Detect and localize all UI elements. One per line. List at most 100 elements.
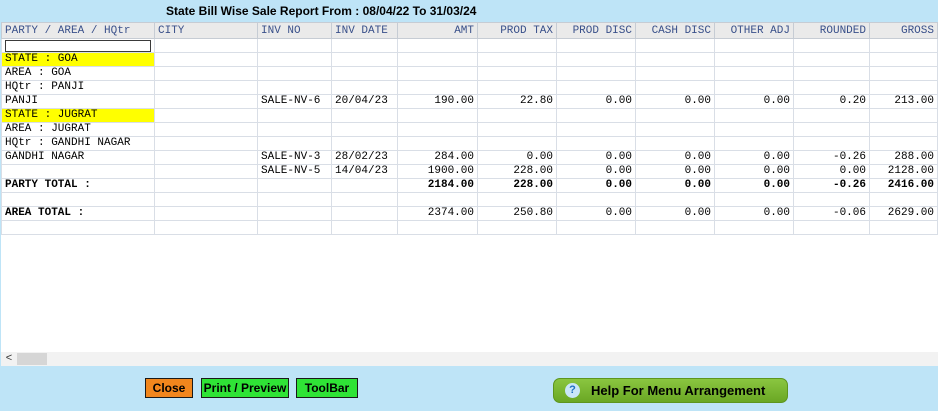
grid-cell[interactable]: 0.00	[714, 178, 794, 193]
grid-cell[interactable]	[477, 136, 557, 151]
grid-cell[interactable]	[1, 192, 155, 207]
grid-cell[interactable]	[154, 206, 258, 221]
scrollbar-thumb[interactable]	[17, 353, 47, 365]
grid-cell[interactable]	[869, 220, 938, 235]
grid-cell[interactable]: AREA : JUGRAT	[1, 122, 155, 137]
grid-cell[interactable]	[477, 38, 557, 53]
grid-cell[interactable]	[556, 52, 636, 67]
grid-cell[interactable]: 228.00	[477, 164, 557, 179]
grid-cell[interactable]	[793, 38, 870, 53]
grid-cell[interactable]	[714, 80, 794, 95]
grid-cell[interactable]	[714, 38, 794, 53]
grid-cell[interactable]: 0.00	[635, 94, 715, 109]
grid-cell[interactable]	[556, 108, 636, 123]
grid-cell[interactable]	[869, 192, 938, 207]
grid-cell[interactable]	[257, 206, 332, 221]
grid-cell[interactable]: SALE-NV-6	[257, 94, 332, 109]
grid-cell[interactable]	[154, 52, 258, 67]
grid-cell[interactable]	[477, 52, 557, 67]
grid-cell[interactable]	[154, 150, 258, 165]
grid-cell[interactable]	[154, 192, 258, 207]
grid-cell[interactable]	[635, 52, 715, 67]
grid-cell[interactable]: HQtr : GANDHI NAGAR	[1, 136, 155, 151]
grid-cell[interactable]	[397, 66, 478, 81]
grid-cell[interactable]: -0.26	[793, 150, 870, 165]
grid-cell[interactable]	[257, 80, 332, 95]
grid-cell[interactable]: PARTY TOTAL :	[1, 178, 155, 193]
grid-cell[interactable]: 284.00	[397, 150, 478, 165]
grid-cell[interactable]: 0.00	[714, 164, 794, 179]
grid-cell[interactable]: SALE-NV-5	[257, 164, 332, 179]
grid-cell[interactable]	[257, 66, 332, 81]
grid-cell[interactable]	[257, 178, 332, 193]
grid-cell[interactable]	[154, 108, 258, 123]
grid-cell[interactable]: SALE-NV-3	[257, 150, 332, 165]
grid-cell[interactable]: -0.26	[793, 178, 870, 193]
grid-cell[interactable]	[869, 52, 938, 67]
grid-cell[interactable]: 0.00	[793, 164, 870, 179]
grid-cell[interactable]: 228.00	[477, 178, 557, 193]
grid-cell[interactable]	[154, 178, 258, 193]
grid-cell[interactable]: 0.00	[556, 94, 636, 109]
grid-cell[interactable]	[331, 192, 398, 207]
grid-active-cell-input[interactable]	[5, 39, 151, 52]
grid-cell[interactable]	[714, 66, 794, 81]
grid-cell[interactable]	[331, 52, 398, 67]
grid-cell[interactable]	[869, 108, 938, 123]
grid-cell[interactable]	[397, 80, 478, 95]
grid-cell[interactable]: 20/04/23	[331, 94, 398, 109]
grid-cell[interactable]	[556, 38, 636, 53]
grid-cell[interactable]	[714, 220, 794, 235]
grid-cell[interactable]: -0.06	[793, 206, 870, 221]
grid-cell[interactable]	[793, 220, 870, 235]
grid-cell[interactable]: STATE : JUGRAT	[1, 108, 155, 123]
grid-cell[interactable]	[257, 38, 332, 53]
grid-cell[interactable]	[257, 122, 332, 137]
grid-cell[interactable]: 250.80	[477, 206, 557, 221]
grid-cell[interactable]	[331, 206, 398, 221]
grid-cell[interactable]: 0.00	[714, 94, 794, 109]
grid-cell[interactable]: 0.00	[635, 150, 715, 165]
grid-cell[interactable]: 0.00	[556, 206, 636, 221]
grid-cell[interactable]	[397, 192, 478, 207]
grid-cell[interactable]	[331, 122, 398, 137]
grid-cell[interactable]	[331, 66, 398, 81]
grid-cell[interactable]: 2416.00	[869, 178, 938, 193]
grid-cell[interactable]	[714, 122, 794, 137]
grid-cell[interactable]: HQtr : PANJI	[1, 80, 155, 95]
grid-cell[interactable]	[793, 136, 870, 151]
grid-cell[interactable]	[869, 136, 938, 151]
grid-cell[interactable]	[556, 80, 636, 95]
grid-cell[interactable]: 28/02/23	[331, 150, 398, 165]
grid-cell[interactable]	[869, 38, 938, 53]
grid-cell[interactable]	[714, 52, 794, 67]
grid-cell[interactable]	[869, 80, 938, 95]
grid-cell[interactable]	[154, 80, 258, 95]
grid-cell[interactable]: 2374.00	[397, 206, 478, 221]
grid-cell[interactable]	[331, 220, 398, 235]
grid-cell[interactable]	[154, 164, 258, 179]
grid-cell[interactable]	[793, 108, 870, 123]
grid-cell[interactable]	[154, 66, 258, 81]
grid-cell[interactable]: 2184.00	[397, 178, 478, 193]
grid-cell[interactable]: 1900.00	[397, 164, 478, 179]
grid-cell[interactable]	[154, 136, 258, 151]
grid-cell[interactable]	[257, 136, 332, 151]
grid-cell[interactable]: 190.00	[397, 94, 478, 109]
grid-cell[interactable]	[257, 108, 332, 123]
grid-cell[interactable]	[635, 220, 715, 235]
grid-cell[interactable]	[1, 220, 155, 235]
grid-cell[interactable]	[477, 66, 557, 81]
grid-cell[interactable]: 0.00	[477, 150, 557, 165]
grid-cell[interactable]	[154, 220, 258, 235]
grid-cell[interactable]	[1, 164, 155, 179]
grid-cell[interactable]	[635, 38, 715, 53]
grid-cell[interactable]	[635, 108, 715, 123]
grid-cell[interactable]	[154, 38, 258, 53]
toolbar-button[interactable]: ToolBar	[296, 378, 358, 398]
grid-cell[interactable]: 2128.00	[869, 164, 938, 179]
help-menu-arrangement-button[interactable]: ? Help For Menu Arrangement	[553, 378, 788, 403]
grid-cell[interactable]	[1, 38, 155, 53]
grid-cell[interactable]	[477, 220, 557, 235]
grid-cell[interactable]: AREA : GOA	[1, 66, 155, 81]
